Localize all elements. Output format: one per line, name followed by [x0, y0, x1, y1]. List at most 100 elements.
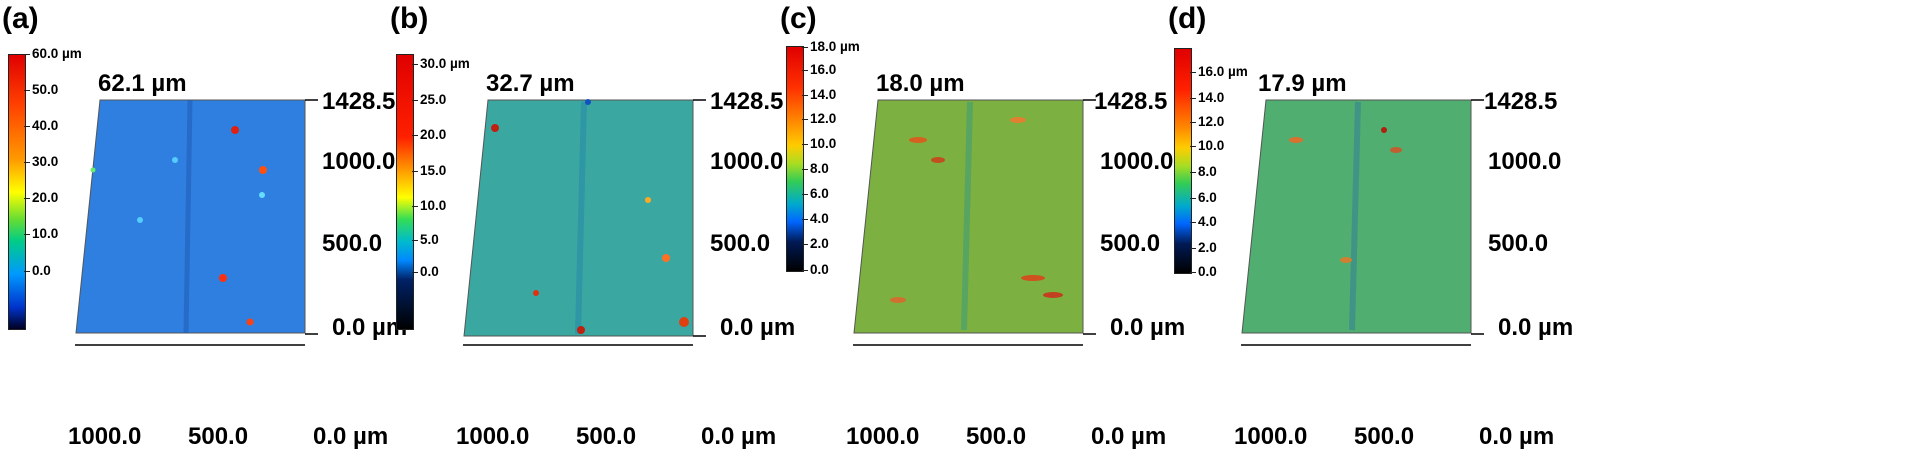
colorbar-tick: 30.0: [23, 154, 59, 169]
colorbar-tick: 0.0: [1190, 264, 1217, 279]
surface-peak: [662, 254, 670, 262]
y-axis-label: 500.0: [710, 230, 771, 257]
colorbar-tick: 10.0: [1189, 138, 1225, 153]
surface-spot: [259, 192, 265, 198]
surface-spot: [172, 157, 178, 163]
colorbar-tick: 5.0: [412, 232, 439, 247]
surface-peak: [679, 317, 689, 327]
surface-peak: [491, 124, 499, 132]
panel-label: (c): [780, 2, 817, 35]
surface-peak: [1010, 117, 1026, 123]
colorbar-tick: 40.0: [23, 118, 59, 133]
x-axis-label: 1000.0: [1234, 423, 1308, 450]
panel-b: (b) 30.0 µm 25.0 20.0 15.0 10.0 5.0 0.0 …: [388, 0, 864, 456]
colorbar-tick: 8.0: [802, 161, 829, 176]
panel-c: (c) 18.0 µm 16.0 14.0 12.0 10.0 8.0 6.0 …: [778, 0, 1254, 456]
colorbar-tick: 2.0: [1190, 240, 1217, 255]
colorbar-tick: 6.0: [802, 186, 829, 201]
colorbar-tick: 30.0 µm: [412, 56, 470, 71]
surface-spot: [585, 99, 591, 105]
x-axis-label: 500.0: [188, 423, 249, 450]
y-axis-label: 1000.0: [1488, 148, 1562, 175]
colorbar-tick: 60.0 µm: [24, 46, 82, 61]
surface-peak: [1289, 137, 1303, 143]
y-axis-label: 1428.5: [1094, 88, 1168, 115]
x-axis-label: 1000.0: [456, 423, 530, 450]
panel-d: (d) 16.0 µm 14.0 12.0 10.0 8.0 6.0 4.0 2…: [1166, 0, 1642, 456]
colorbar-tick: 18.0 µm: [802, 39, 860, 54]
scratch-groove: [575, 101, 587, 335]
colorbar-tick: 10.0: [23, 226, 59, 241]
colorbar: [396, 54, 414, 330]
x-axis-label: 0.0 µm: [313, 423, 389, 450]
colorbar-tick: 14.0: [801, 87, 837, 102]
surface-plot: [1241, 99, 1484, 346]
x-axis-label: 1000.0: [846, 423, 920, 450]
surface-spot: [137, 217, 143, 223]
surface-peak: [1390, 147, 1402, 153]
x-axis-label: 0.0 µm: [1479, 423, 1555, 450]
surface-peak: [219, 274, 227, 282]
surface-peak: [909, 137, 927, 143]
surface-peak: [1021, 275, 1045, 281]
colorbar: [1174, 48, 1192, 274]
surface-peak: [890, 297, 906, 303]
y-axis-label: 500.0: [322, 230, 383, 257]
colorbar-tick: 4.0: [1190, 214, 1217, 229]
scratch-groove: [183, 99, 193, 334]
x-axis-label: 500.0: [966, 423, 1027, 450]
colorbar-tick: 12.0: [801, 111, 837, 126]
colorbar: [786, 46, 804, 272]
colorbar-tick: 20.0: [23, 190, 59, 205]
surface-spot: [90, 167, 96, 173]
surface-peak: [231, 126, 239, 134]
colorbar-tick: 0.0: [24, 263, 51, 278]
surface-peak: [1381, 127, 1387, 133]
colorbar-tick: 10.0: [411, 198, 447, 213]
colorbar-tick: 12.0: [1189, 114, 1225, 129]
y-axis-label: 0.0 µm: [720, 314, 796, 341]
colorbar-tick: 4.0: [802, 211, 829, 226]
colorbar-tick: 8.0: [1190, 164, 1217, 179]
max-height-label: 32.7 µm: [486, 70, 575, 97]
scratch-groove: [1349, 101, 1361, 331]
colorbar-tick: 20.0: [411, 127, 447, 142]
y-axis-label: 500.0: [1488, 230, 1549, 257]
surface-spot: [645, 197, 651, 203]
x-axis-label: 500.0: [1354, 423, 1415, 450]
surface-plot: [75, 99, 318, 346]
colorbar-tick: 15.0: [411, 163, 447, 178]
x-axis-label: 1000.0: [68, 423, 142, 450]
colorbar-tick: 6.0: [1190, 190, 1217, 205]
x-axis-label: 0.0 µm: [701, 423, 777, 450]
x-axis-label: 0.0 µm: [1091, 423, 1167, 450]
colorbar-tick: 0.0: [802, 262, 829, 277]
surface-peak: [533, 290, 539, 296]
colorbar-tick: 16.0 µm: [1190, 64, 1248, 79]
colorbar: [8, 54, 26, 330]
surface-peak: [931, 157, 945, 163]
panel-label: (a): [2, 2, 39, 35]
surface-peak: [1340, 257, 1352, 263]
surface-peak: [577, 326, 585, 334]
colorbar-tick: 2.0: [802, 236, 829, 251]
panel-label: (b): [390, 2, 429, 35]
surface-peak: [1043, 292, 1063, 298]
surface-plot: [463, 99, 706, 346]
y-axis-label: 0.0 µm: [1110, 314, 1186, 341]
panel-a: (a) 60.0 µm 50.0 40.0 30.0 20.0 10.0 0.0…: [0, 0, 476, 456]
scratch-groove: [961, 101, 973, 331]
colorbar-tick: 10.0: [801, 136, 837, 151]
x-axis-label: 500.0: [576, 423, 637, 450]
max-height-label: 18.0 µm: [876, 70, 965, 97]
surface-peak: [246, 318, 254, 326]
y-axis-label: 1000.0: [322, 148, 396, 175]
y-axis-label: 1000.0: [1100, 148, 1174, 175]
y-axis-label: 1000.0: [710, 148, 784, 175]
y-axis-label: 0.0 µm: [1498, 314, 1574, 341]
y-axis-label: 1428.5: [322, 88, 396, 115]
y-axis-label: 1428.5: [710, 88, 784, 115]
colorbar-tick: 50.0: [23, 82, 59, 97]
colorbar-tick: 25.0: [411, 92, 447, 107]
colorbar-tick: 16.0: [801, 62, 837, 77]
